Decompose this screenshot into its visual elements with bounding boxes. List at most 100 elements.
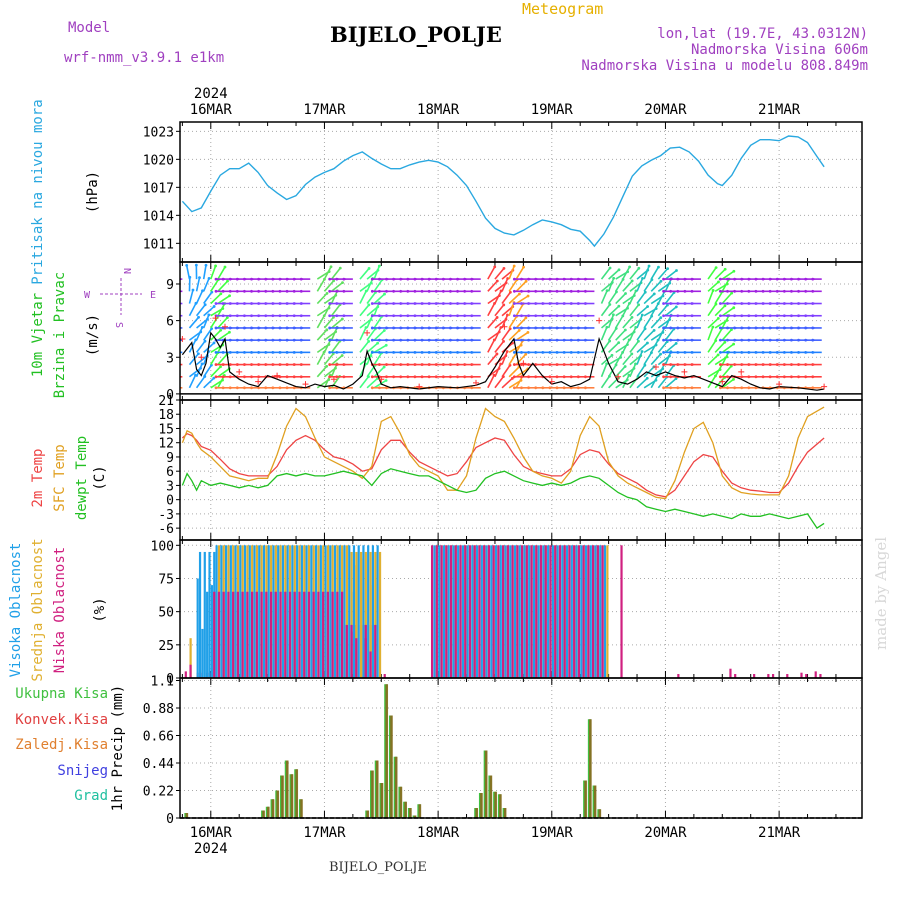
wind-vector xyxy=(366,328,376,341)
wind-vector-head xyxy=(292,302,296,305)
cloud-high-bar xyxy=(471,545,474,678)
wind-vector-head xyxy=(811,363,815,366)
wind-vector-head xyxy=(413,375,417,379)
wind-vector-head xyxy=(470,363,474,366)
wind-vector-head xyxy=(456,289,459,293)
wind-vector-head xyxy=(527,338,530,342)
wind-vector-head xyxy=(811,375,815,379)
wind-vector-head xyxy=(441,363,445,366)
wind-vector-head xyxy=(264,350,268,354)
cloud-low-bar xyxy=(587,545,590,678)
y-tick-label: 1020 xyxy=(143,153,174,168)
cloud-mid-bar xyxy=(378,551,382,678)
cloud-high-bar xyxy=(310,545,313,678)
wind-vector-head xyxy=(221,386,225,390)
wind-vector-head xyxy=(228,326,232,330)
wind-vector-head xyxy=(463,326,467,330)
wind-vector-head xyxy=(377,350,381,354)
y-tick-label: 0.44 xyxy=(143,757,174,772)
wind-vector xyxy=(316,278,326,292)
wind-vector xyxy=(331,318,343,329)
wind-vector-head xyxy=(718,302,722,305)
wind-vector xyxy=(330,340,341,353)
wind-vector-head xyxy=(377,289,381,293)
precip-conv-bar xyxy=(598,809,602,818)
wind-vector-head xyxy=(441,314,445,318)
cloud-high-bar xyxy=(603,545,607,678)
wind-vector xyxy=(636,364,646,378)
wind-vector-head xyxy=(207,276,211,280)
wind-vector-head xyxy=(385,363,388,366)
wind-vector-head xyxy=(214,326,218,330)
wind-vector xyxy=(508,329,520,341)
wind-vector xyxy=(195,277,201,292)
precip-conv-bar xyxy=(380,783,384,818)
y-tick-label: 0 xyxy=(166,672,174,687)
cloud-high-bar xyxy=(499,545,502,678)
y-tick-label: 9 xyxy=(166,278,174,293)
wind-vector xyxy=(366,306,379,317)
wind-vector-head xyxy=(502,303,506,307)
wind-vector-head xyxy=(797,302,800,305)
cloud-low-bar xyxy=(596,545,599,678)
wind-vector xyxy=(629,340,640,353)
wind-vector-head xyxy=(463,350,467,354)
wind-vector-head xyxy=(299,375,303,379)
wind-vector-head xyxy=(420,326,424,330)
wind-vector-head xyxy=(726,350,729,354)
precip-conv-bar xyxy=(593,785,597,818)
wind-vector xyxy=(629,267,640,280)
wind-vector-head xyxy=(718,289,722,293)
cloud-high-bar xyxy=(580,545,583,678)
wind-vector-head xyxy=(214,289,218,293)
wind-vector-head xyxy=(370,326,374,330)
wind-vector-head xyxy=(534,302,538,305)
wind-vector-head xyxy=(726,314,729,318)
wind-vector-head xyxy=(299,277,303,281)
wind-vector-head xyxy=(399,375,403,379)
wind-vector-head xyxy=(328,338,332,342)
x-day-label-bottom: 17MAR xyxy=(303,825,346,841)
wind-vector xyxy=(600,290,608,304)
wind-vector xyxy=(373,302,380,317)
wind-vector-head xyxy=(584,289,587,293)
cloud-high-bar xyxy=(300,545,303,678)
wind-vector-head xyxy=(569,314,573,318)
wind-vector-head xyxy=(212,305,216,308)
cloud-low-bar xyxy=(502,545,505,678)
wind-vector-head xyxy=(534,314,538,318)
cloud-high-bar xyxy=(447,545,450,678)
wind-vector-head xyxy=(493,265,497,269)
wind-vector-head xyxy=(754,350,758,354)
pressure-line xyxy=(181,135,825,248)
wind-vector-head xyxy=(221,326,225,330)
panel-bg xyxy=(180,678,862,818)
wind-vector-head xyxy=(669,326,673,330)
wind-vector-head xyxy=(733,289,736,293)
wind-vector-head xyxy=(562,386,566,390)
wind-vector xyxy=(515,339,524,353)
cloud-low-bar xyxy=(473,545,476,678)
wind-vector-head xyxy=(676,289,680,293)
wind-vector-head xyxy=(427,350,431,354)
wind-vector-head xyxy=(225,316,229,320)
wind-vector-head xyxy=(285,289,289,293)
wind-vector xyxy=(366,269,379,280)
wind-vector-head xyxy=(235,363,239,366)
wind-vector-head xyxy=(292,289,296,293)
cloud-high-bar xyxy=(220,545,223,678)
wind-vector-head xyxy=(790,302,793,305)
precip-legend-2: Zaledj.Kisa xyxy=(15,737,108,753)
wind-vector xyxy=(188,302,197,317)
wind-vector xyxy=(487,374,495,389)
cloud-label-mid: Srednja Oblacnost xyxy=(30,538,46,681)
cloud-high-bar xyxy=(329,545,332,678)
wind-vector xyxy=(323,339,332,353)
wind-vector xyxy=(501,364,511,378)
wind-vector xyxy=(600,375,611,389)
wind-vector-head xyxy=(342,289,346,293)
wind-vector-head xyxy=(669,289,673,293)
cloud-high-bar xyxy=(457,545,460,678)
wind-vector-head xyxy=(782,326,786,330)
wind-vector-head xyxy=(768,302,772,305)
